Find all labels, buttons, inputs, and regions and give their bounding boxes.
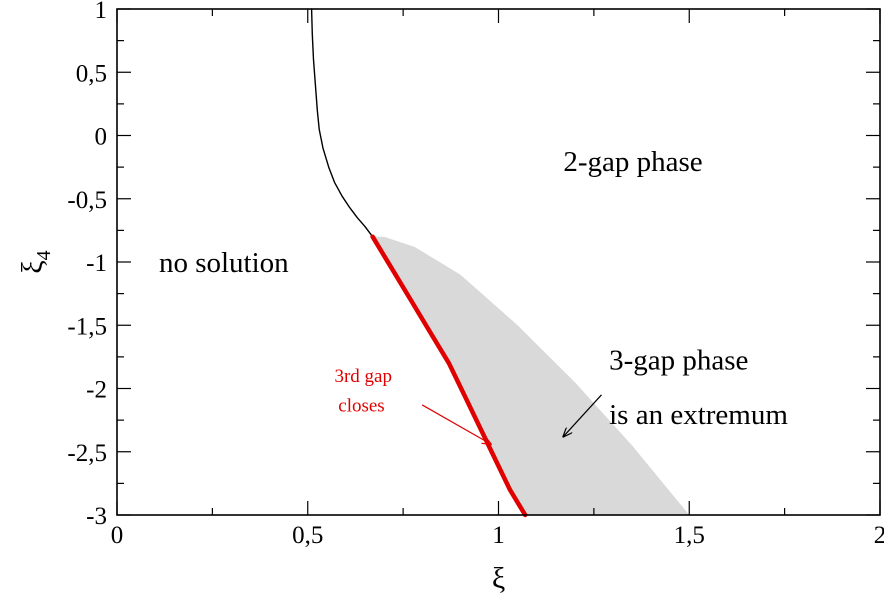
x-tick-label: 0 (111, 522, 124, 549)
y-tick-label: -0,5 (67, 187, 107, 214)
x-tick-label: 0,5 (292, 522, 323, 549)
y-tick-label: -3 (86, 503, 107, 530)
y-tick-label: 0,5 (76, 60, 107, 87)
x-tick-label: 1,5 (674, 522, 705, 549)
y-axis-label: ξ4 (16, 250, 55, 273)
y-tick-label: -2 (86, 377, 107, 404)
y-axis-label-subscript: 4 (33, 250, 55, 260)
annotations-layer: 2-gap phase no solution 3-gap phase is an e… (159, 146, 788, 444)
annotation-ann-3rd-1: 3rd gap (334, 366, 392, 387)
annotation-ann-2gap: 2-gap phase (563, 146, 702, 178)
annotation-ann-3gap-2: is an extremum (609, 399, 788, 431)
y-tick-label: -1,5 (67, 313, 107, 340)
annotation-ann-3rd-2: closes (338, 395, 384, 416)
annotation-ann-3gap-1: 3-gap phase (609, 345, 748, 377)
y-tick-label: 0 (95, 124, 108, 151)
x-axis-label: ξ (492, 562, 505, 595)
annotation-ann-nosolution: no solution (159, 247, 289, 279)
series-line-1 (370, 234, 528, 518)
shaded-region-layer (372, 236, 690, 515)
tick-labels-layer: 0 0,5 1 1,5 2 1 0,5 0 -0,5 -1 -1,5 -2 -2,5 -3 (67, 0, 884, 549)
y-tick-label: 1 (95, 0, 108, 24)
y-tick-label: -2,5 (67, 440, 107, 467)
x-tick-label: 1 (492, 522, 505, 549)
series-layer (310, 8, 528, 518)
arrow-3gap (563, 394, 602, 437)
y-tick-label: -1 (86, 250, 107, 277)
x-tick-label: 2 (874, 522, 884, 549)
series-line-0 (310, 8, 374, 238)
ticks-layer (116, 8, 881, 516)
arrow-3rd (421, 404, 491, 444)
y-axis-label-main: ξ (16, 260, 49, 273)
shaded-region-3-gap (372, 236, 690, 515)
